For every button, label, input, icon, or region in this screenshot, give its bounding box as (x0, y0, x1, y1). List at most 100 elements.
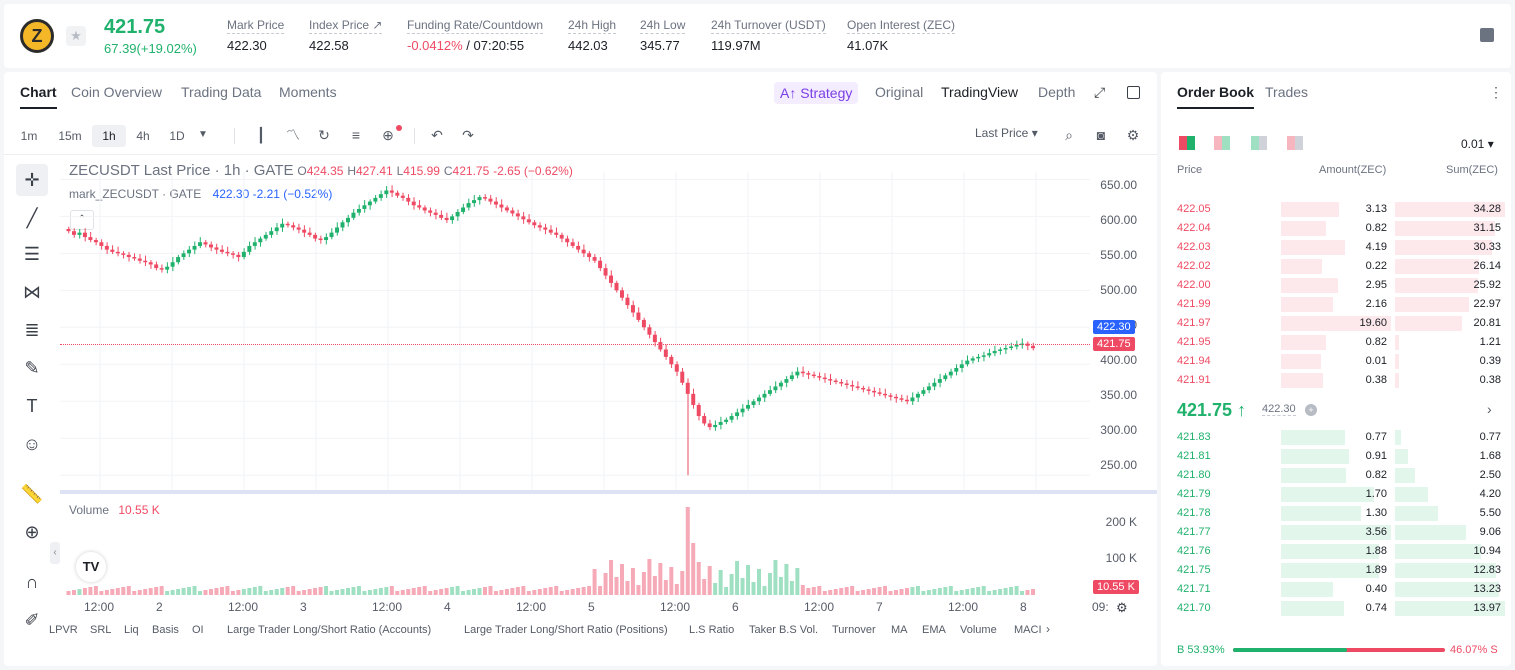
bid-row[interactable]: 421.83 0.77 0.77 (1161, 428, 1511, 447)
tab-chart[interactable]: Chart (20, 84, 57, 109)
bid-row[interactable]: 421.77 3.56 9.06 (1161, 523, 1511, 542)
emoji-icon[interactable]: ☺ (22, 434, 42, 454)
auto-scale-icon[interactable]: ⚙ (1116, 600, 1128, 615)
timeframe-1d[interactable]: 1D (169, 129, 185, 143)
favorite-star-icon[interactable]: ★ (66, 26, 86, 46)
replay-icon[interactable]: ↻ (318, 127, 330, 143)
pencil-lock-icon[interactable]: ✐ (24, 610, 40, 630)
indicator-item[interactable]: Large Trader Long/Short Ratio (Accounts) (227, 624, 432, 636)
add-icon[interactable]: ⊕ (382, 127, 394, 143)
ask-row[interactable]: 422.05 3.13 34.28 (1161, 200, 1511, 219)
gear-icon[interactable]: ⚙ (1126, 127, 1140, 143)
indicator-item[interactable]: Basis (152, 624, 179, 636)
tab-moments[interactable]: Moments (279, 84, 337, 100)
ask-row[interactable]: 422.04 0.82 31.15 (1161, 219, 1511, 238)
indicator-item[interactable]: Liq (124, 624, 139, 636)
indicator-item[interactable]: Taker B.S Vol. (749, 624, 819, 636)
chevron-right-icon[interactable]: › (1487, 401, 1492, 417)
tab-order-book[interactable]: Order Book (1177, 84, 1255, 109)
tab-coin-overview[interactable]: Coin Overview (71, 84, 163, 100)
redo-icon[interactable]: ↷ (462, 127, 474, 143)
bid-row[interactable]: 421.80 0.82 2.50 (1161, 466, 1511, 485)
stat-index-price[interactable]: Index Price ↗ 422.58 (309, 18, 383, 53)
crosshair-icon[interactable]: ✛ (16, 164, 48, 196)
bid-row[interactable]: 421.76 1.88 10.94 (1161, 542, 1511, 561)
indicator-item[interactable]: Volume (960, 624, 997, 636)
volume-chart[interactable] (60, 497, 1090, 595)
collapse-legend-icon[interactable]: ⌃ (70, 210, 94, 230)
last-price-tag: 421.75 (1093, 337, 1135, 351)
ask-row[interactable]: 422.03 4.19 30.33 (1161, 238, 1511, 257)
bid-row[interactable]: 421.78 1.30 5.50 (1161, 504, 1511, 523)
indicator-item[interactable]: Large Trader Long/Short Ratio (Positions… (464, 624, 668, 636)
scroll-right-icon[interactable]: › (1046, 622, 1050, 636)
view-split-icon[interactable] (1214, 136, 1230, 150)
ask-row[interactable]: 422.02 0.22 26.14 (1161, 257, 1511, 276)
indicator-item[interactable]: SRL (90, 624, 112, 636)
price-type-select[interactable]: Last Price ▾ (975, 126, 1038, 140)
indicator-item[interactable]: L.S Ratio (689, 624, 735, 636)
magnet-icon[interactable]: ∩ (25, 572, 39, 592)
indicator-item[interactable]: MACI (1014, 624, 1042, 636)
price-chart[interactable] (60, 172, 1090, 490)
indicator-item[interactable]: MA (891, 624, 908, 636)
view-asks-icon[interactable] (1287, 136, 1303, 150)
timeframe-dropdown-icon[interactable]: ▼ (198, 129, 208, 140)
camera-icon[interactable]: ◙ (1096, 127, 1106, 143)
fib-icon[interactable]: ≣ (24, 320, 40, 340)
collapse-toolbar-icon[interactable]: ‹ (50, 542, 60, 564)
ruler-icon[interactable]: 📏 (20, 484, 44, 504)
precision-select[interactable]: 0.01 ▾ (1461, 137, 1494, 151)
bid-row[interactable]: 421.70 0.74 13.97 (1161, 599, 1511, 618)
book-icon[interactable] (1480, 28, 1494, 42)
volume-bar (850, 586, 855, 595)
tradingview-logo[interactable]: TV (76, 552, 106, 582)
info-icon[interactable]: + (1305, 404, 1317, 416)
volume-bar (1003, 588, 1008, 595)
tab-trading-data[interactable]: Trading Data (181, 84, 262, 100)
timeframe-1m[interactable]: 1m (20, 129, 38, 143)
ask-row[interactable]: 421.97 19.60 20.81 (1161, 314, 1511, 333)
horizontal-lines-icon[interactable]: ☰ (23, 244, 41, 264)
trendline-icon[interactable]: ╱ (26, 208, 38, 228)
indicator-item[interactable]: OI (192, 624, 204, 636)
brush-icon[interactable]: ✎ (24, 358, 40, 378)
zoom-in-icon[interactable]: ⊕ (24, 522, 40, 542)
indicator-item[interactable]: Turnover (832, 624, 876, 636)
expand-icon[interactable]: ⤢ (1094, 84, 1106, 100)
indicators-icon[interactable]: 〽 (286, 127, 300, 143)
view-both-icon[interactable] (1179, 136, 1195, 150)
bid-row[interactable]: 421.71 0.40 13.23 (1161, 580, 1511, 599)
candle (493, 201, 498, 205)
search-icon[interactable]: ⌕ (1065, 127, 1073, 143)
strategy-button[interactable]: A↑ Strategy (774, 82, 859, 104)
bid-row[interactable]: 421.81 0.91 1.68 (1161, 447, 1511, 466)
pane-separator[interactable] (60, 490, 1157, 494)
candle (121, 253, 126, 255)
ask-row[interactable]: 421.91 0.38 0.38 (1161, 371, 1511, 390)
ask-row[interactable]: 421.94 0.01 0.39 (1161, 352, 1511, 371)
view-bids-icon[interactable] (1251, 136, 1267, 150)
bid-row[interactable]: 421.75 1.89 12.83 (1161, 561, 1511, 580)
ask-row[interactable]: 421.95 0.82 1.21 (1161, 333, 1511, 352)
depth-amount-bar (1281, 525, 1391, 540)
view-original[interactable]: Original (875, 84, 924, 100)
ask-row[interactable]: 422.00 2.95 25.92 (1161, 276, 1511, 295)
undo-icon[interactable]: ↶ (431, 127, 443, 143)
timeframe-1h[interactable]: 1h (92, 125, 126, 147)
window-icon[interactable] (1127, 86, 1140, 99)
timeframe-4h[interactable]: 4h (136, 129, 150, 143)
more-icon[interactable]: ⋮ (1489, 84, 1503, 100)
indicator-item[interactable]: EMA (922, 624, 946, 636)
view-depth[interactable]: Depth (1038, 84, 1076, 100)
indicator-item[interactable]: LPVR (49, 624, 78, 636)
ask-row[interactable]: 421.99 2.16 22.97 (1161, 295, 1511, 314)
templates-icon[interactable]: ≡ (351, 127, 361, 143)
bid-row[interactable]: 421.79 1.70 4.20 (1161, 485, 1511, 504)
timeframe-15m[interactable]: 15m (58, 129, 82, 143)
pattern-icon[interactable]: ⋈ (23, 282, 41, 302)
candle-type-icon[interactable]: ┃ (256, 127, 266, 143)
tab-trades[interactable]: Trades (1265, 84, 1309, 100)
view-tradingview[interactable]: TradingView (941, 84, 1019, 100)
text-icon[interactable]: T (26, 396, 38, 416)
